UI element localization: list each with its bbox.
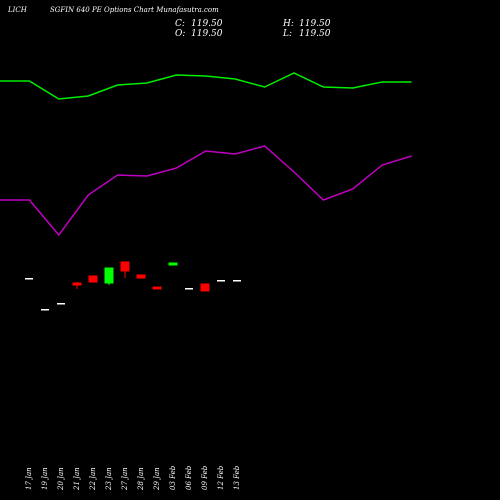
candle-body bbox=[25, 278, 33, 280]
chart-subtitle: SGFIN 640 PE Options Chart Munafasutra.c… bbox=[50, 6, 219, 14]
x-tick-label: 23 Jan bbox=[105, 467, 113, 491]
x-tick-label: 06 Feb bbox=[185, 465, 193, 490]
candle-body bbox=[200, 283, 210, 292]
info-label: O: bbox=[175, 29, 185, 39]
candle-body bbox=[136, 274, 146, 279]
candle-body bbox=[168, 262, 178, 266]
indicator-line bbox=[0, 145, 412, 237]
x-tick-label: 17 Jan bbox=[25, 467, 33, 490]
chart-title: LICH bbox=[7, 6, 28, 14]
candle-body bbox=[120, 261, 130, 272]
candle-body bbox=[41, 309, 49, 311]
info-value: 119.50 bbox=[191, 29, 223, 39]
x-tick-label: 28 Jan bbox=[137, 467, 145, 491]
x-tick-label: 27 Jan bbox=[121, 467, 129, 491]
candle-body bbox=[217, 280, 225, 282]
x-tick-label: 12 Feb bbox=[217, 465, 225, 490]
info-value: 119.50 bbox=[299, 19, 331, 29]
candle-body bbox=[104, 267, 114, 284]
x-tick-label: 21 Jan bbox=[73, 467, 81, 491]
info-value: 119.50 bbox=[299, 29, 331, 39]
info-value: 119.50 bbox=[191, 19, 223, 29]
candle-body bbox=[88, 275, 98, 283]
candle-body bbox=[233, 280, 241, 282]
x-tick-label: 22 Jan bbox=[89, 467, 97, 491]
x-tick-label: 20 Jan bbox=[57, 467, 65, 491]
candle-body bbox=[57, 303, 65, 305]
x-tick-label: 09 Feb bbox=[201, 465, 209, 490]
candle-body bbox=[185, 288, 193, 290]
x-tick-label: 19 Jan bbox=[41, 467, 49, 490]
x-tick-label: 13 Feb bbox=[233, 465, 241, 490]
candle-body bbox=[152, 286, 162, 290]
indicator-line bbox=[0, 72, 412, 100]
info-label: H: bbox=[282, 19, 294, 29]
info-label: L: bbox=[282, 29, 292, 39]
candle-body bbox=[72, 282, 82, 286]
x-tick-label: 29 Jan bbox=[153, 467, 161, 491]
x-tick-label: 03 Feb bbox=[169, 465, 177, 490]
info-label: C: bbox=[175, 19, 185, 29]
